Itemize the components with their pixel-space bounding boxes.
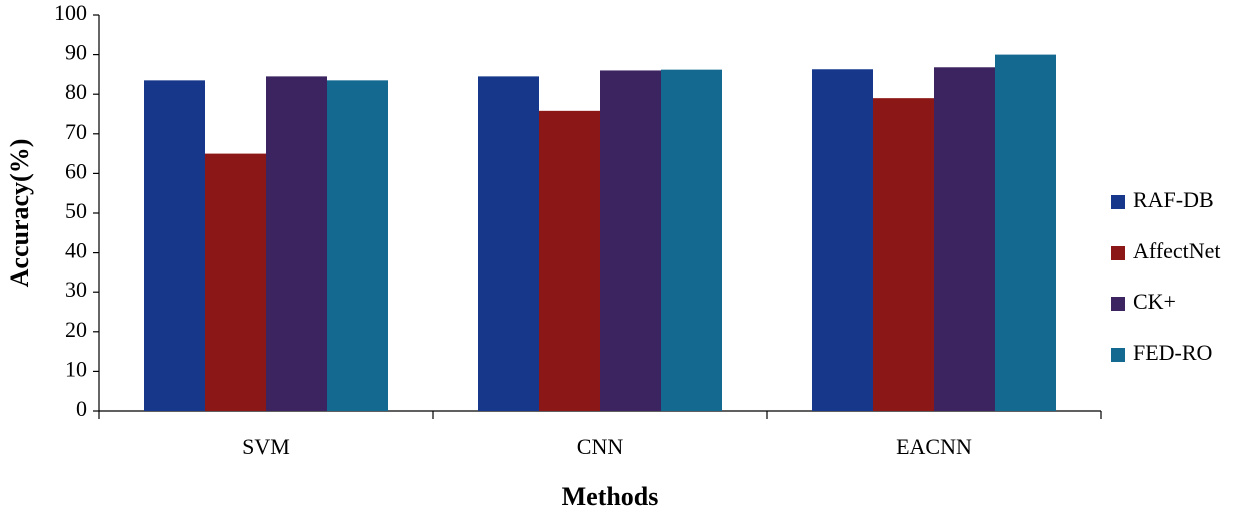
y-tick-label: 90 [65, 40, 87, 65]
bar [812, 69, 873, 411]
legend-label: FED-RO [1133, 340, 1212, 365]
legend-label: AffectNet [1133, 238, 1221, 263]
legend-swatch [1111, 297, 1125, 311]
legend-label: RAF-DB [1133, 187, 1214, 212]
y-tick-label: 50 [65, 198, 87, 223]
bar [266, 76, 327, 411]
y-tick-label: 0 [76, 396, 87, 421]
bar [934, 67, 995, 411]
legend-swatch [1111, 195, 1125, 209]
legend-swatch [1111, 348, 1125, 362]
x-tick-label: SVM [242, 434, 290, 459]
x-tick-label: EACNN [896, 434, 972, 459]
x-tick-label: CNN [577, 434, 624, 459]
y-tick-label: 60 [65, 158, 87, 183]
bar [144, 80, 205, 411]
y-tick-label: 80 [65, 79, 87, 104]
bar [873, 98, 934, 411]
y-tick-label: 100 [54, 0, 87, 25]
legend-label: CK+ [1133, 289, 1176, 314]
y-tick-label: 70 [65, 119, 87, 144]
y-tick-label: 40 [65, 238, 87, 263]
x-axis-label: Methods [562, 482, 659, 511]
y-tick-label: 10 [65, 356, 87, 381]
bar [661, 69, 722, 411]
y-tick-label: 30 [65, 277, 87, 302]
bar [327, 80, 388, 411]
y-axis-label: Accuracy(%) [5, 139, 34, 288]
bar [600, 70, 661, 411]
y-tick-label: 20 [65, 317, 87, 342]
bar [539, 110, 600, 411]
legend-swatch [1111, 246, 1125, 260]
bar [478, 76, 539, 411]
bar [995, 54, 1056, 411]
bar [205, 153, 266, 411]
